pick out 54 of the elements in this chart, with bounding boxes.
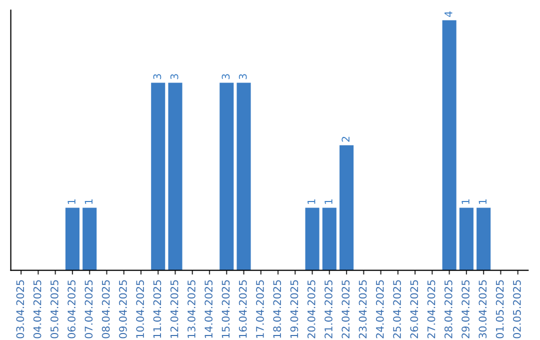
x-tick-label: 26.04.2025 bbox=[410, 280, 418, 338]
bar bbox=[65, 208, 80, 270]
bar bbox=[476, 208, 491, 270]
x-tick-label: 23.04.2025 bbox=[358, 280, 367, 338]
bar bbox=[322, 208, 336, 270]
x-tick-label: 29.04.2025 bbox=[462, 280, 470, 338]
data-label: 3 bbox=[170, 74, 178, 80]
data-label: 1 bbox=[84, 199, 92, 204]
data-label: 1 bbox=[68, 199, 76, 204]
data-label: 1 bbox=[308, 199, 316, 204]
x-tick-label: 30.04.2025 bbox=[478, 280, 487, 338]
bar bbox=[442, 20, 456, 270]
bar bbox=[459, 208, 474, 270]
x-tick-label: 08.04.2025 bbox=[102, 280, 110, 338]
data-label: 4 bbox=[444, 11, 452, 17]
x-tick-label: 24.04.2025 bbox=[376, 280, 384, 338]
bar bbox=[340, 145, 354, 270]
x-tick-label: 28.04.2025 bbox=[444, 280, 452, 338]
x-tick-label: 22.04.2025 bbox=[342, 280, 350, 338]
data-label: 2 bbox=[342, 136, 350, 142]
x-tick-label: 15.04.2025 bbox=[222, 280, 230, 338]
x-tick-label: 09.04.2025 bbox=[119, 280, 127, 338]
x-tick-label: 27.04.2025 bbox=[427, 280, 436, 338]
bar bbox=[305, 208, 320, 270]
x-tick-label: 10.04.2025 bbox=[136, 280, 144, 338]
data-label: 1 bbox=[324, 199, 332, 204]
bar bbox=[82, 208, 97, 270]
x-tick-label: 04.04.2025 bbox=[33, 280, 42, 338]
x-tick-label: 13.04.2025 bbox=[188, 280, 196, 338]
x-tick-label: 18.04.2025 bbox=[273, 280, 282, 338]
x-tick-label: 06.04.2025 bbox=[68, 280, 76, 338]
x-tick-label: 05.04.2025 bbox=[50, 280, 58, 338]
x-tick-label: 07.04.2025 bbox=[84, 280, 93, 338]
x-tick-label: 03.04.2025 bbox=[16, 280, 24, 338]
bar bbox=[151, 82, 166, 270]
x-tick-label: 16.04.2025 bbox=[238, 280, 247, 338]
x-tick-label: 25.04.2025 bbox=[393, 280, 401, 338]
x-tick-label: 19.04.2025 bbox=[290, 280, 298, 338]
bar bbox=[236, 82, 251, 270]
bar bbox=[168, 82, 182, 270]
x-tick-label: 17.04.2025 bbox=[256, 280, 264, 338]
x-tick-label: 21.04.2025 bbox=[324, 280, 332, 338]
x-tick-label: 14.04.2025 bbox=[204, 280, 213, 338]
data-label: 3 bbox=[153, 74, 162, 80]
x-tick-label: 01.05.2025 bbox=[496, 280, 504, 338]
x-tick-label: 12.04.2025 bbox=[170, 280, 178, 338]
x-tick-label: 20.04.2025 bbox=[307, 280, 316, 338]
x-tick-label: 02.05.2025 bbox=[512, 280, 521, 338]
x-tick-label: 11.04.2025 bbox=[153, 280, 162, 338]
data-label: 1 bbox=[462, 199, 470, 204]
data-label: 3 bbox=[222, 74, 230, 80]
bar bbox=[220, 82, 234, 270]
data-label: 3 bbox=[238, 74, 247, 80]
data-label: 1 bbox=[478, 199, 486, 204]
